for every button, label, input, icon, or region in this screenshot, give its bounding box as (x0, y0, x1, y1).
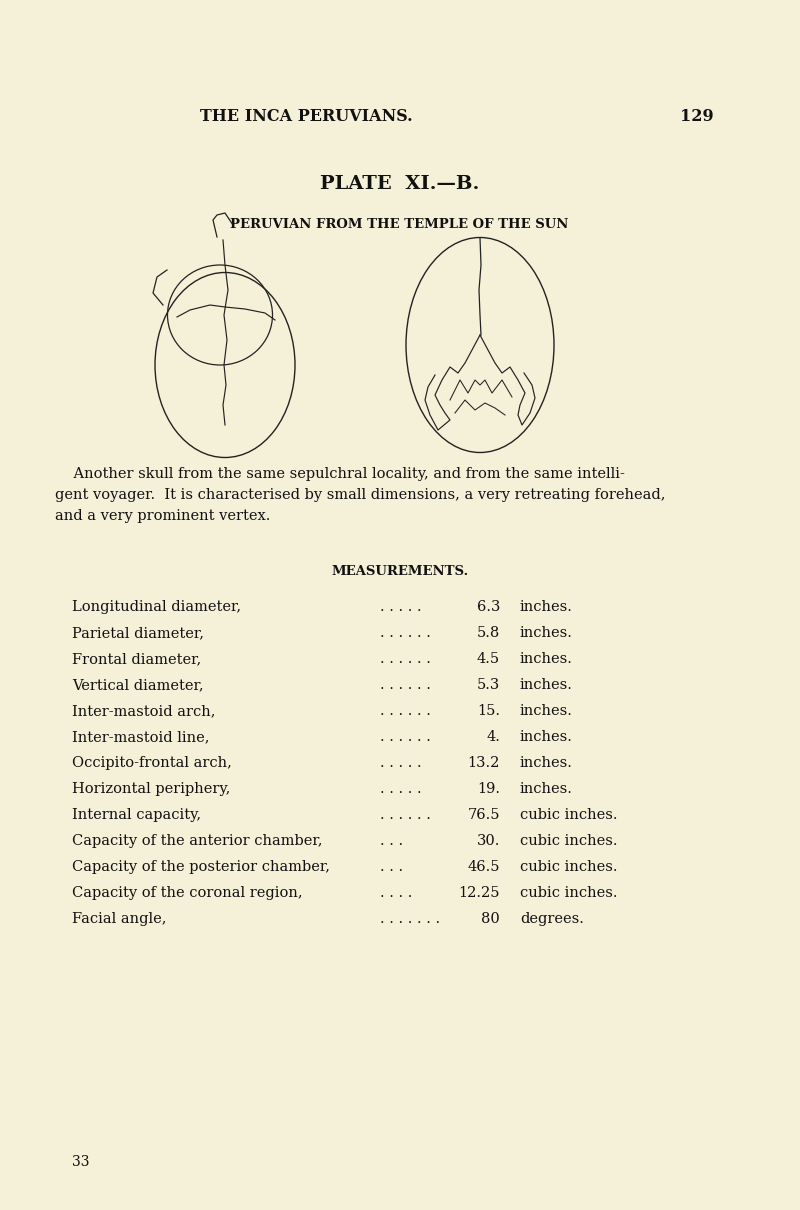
Text: . . . . . .: . . . . . . (380, 704, 431, 718)
Text: degrees.: degrees. (520, 912, 584, 926)
Text: Another skull from the same sepulchral locality, and from the same intelli-: Another skull from the same sepulchral l… (55, 467, 625, 482)
Text: . . . . . . .: . . . . . . . (380, 912, 440, 926)
Text: cubic inches.: cubic inches. (520, 860, 618, 874)
Text: Internal capacity,: Internal capacity, (72, 808, 201, 822)
Text: inches.: inches. (520, 652, 573, 666)
Text: PERUVIAN FROM THE TEMPLE OF THE SUN: PERUVIAN FROM THE TEMPLE OF THE SUN (230, 218, 568, 231)
Text: cubic inches.: cubic inches. (520, 834, 618, 848)
Text: Longitudinal diameter,: Longitudinal diameter, (72, 600, 241, 613)
Text: cubic inches.: cubic inches. (520, 886, 618, 900)
Text: . . . . . .: . . . . . . (380, 730, 431, 744)
Text: Capacity of the anterior chamber,: Capacity of the anterior chamber, (72, 834, 322, 848)
Text: 76.5: 76.5 (467, 808, 500, 822)
Text: . . . . .: . . . . . (380, 756, 422, 770)
Text: inches.: inches. (520, 704, 573, 718)
Text: . . . . . .: . . . . . . (380, 678, 431, 692)
Text: 6.3: 6.3 (477, 600, 500, 613)
Text: 5.8: 5.8 (477, 626, 500, 640)
Text: gent voyager.  It is characterised by small dimensions, a very retreating forehe: gent voyager. It is characterised by sma… (55, 488, 666, 502)
Text: 15.: 15. (477, 704, 500, 718)
Text: inches.: inches. (520, 782, 573, 796)
Text: 33: 33 (72, 1156, 90, 1169)
Text: . . . . . .: . . . . . . (380, 626, 431, 640)
Text: inches.: inches. (520, 600, 573, 613)
Text: MEASUREMENTS.: MEASUREMENTS. (331, 565, 469, 578)
Text: . . . . .: . . . . . (380, 600, 422, 613)
Text: . . . .: . . . . (380, 886, 412, 900)
Text: . . . . . .: . . . . . . (380, 652, 431, 666)
Text: 129: 129 (680, 108, 714, 125)
Text: cubic inches.: cubic inches. (520, 808, 618, 822)
Text: 5.3: 5.3 (477, 678, 500, 692)
Text: Capacity of the posterior chamber,: Capacity of the posterior chamber, (72, 860, 330, 874)
Text: 46.5: 46.5 (467, 860, 500, 874)
Text: 30.: 30. (477, 834, 500, 848)
Text: and a very prominent vertex.: and a very prominent vertex. (55, 509, 270, 523)
Text: . . .: . . . (380, 860, 403, 874)
Text: 13.2: 13.2 (468, 756, 500, 770)
Text: . . . . .: . . . . . (380, 782, 422, 796)
Text: Inter-mastoid arch,: Inter-mastoid arch, (72, 704, 215, 718)
Text: inches.: inches. (520, 626, 573, 640)
Text: Facial angle,: Facial angle, (72, 912, 166, 926)
Text: Inter-mastoid line,: Inter-mastoid line, (72, 730, 210, 744)
Text: 4.5: 4.5 (477, 652, 500, 666)
Text: Frontal diameter,: Frontal diameter, (72, 652, 202, 666)
Text: 4.: 4. (486, 730, 500, 744)
Text: PLATE  XI.—B.: PLATE XI.—B. (320, 175, 480, 194)
Text: THE INCA PERUVIANS.: THE INCA PERUVIANS. (200, 108, 413, 125)
Text: Horizontal periphery,: Horizontal periphery, (72, 782, 230, 796)
Text: 19.: 19. (477, 782, 500, 796)
Text: inches.: inches. (520, 678, 573, 692)
Text: Occipito-frontal arch,: Occipito-frontal arch, (72, 756, 232, 770)
Text: inches.: inches. (520, 756, 573, 770)
Text: . . . . . .: . . . . . . (380, 808, 431, 822)
Text: inches.: inches. (520, 730, 573, 744)
Text: Parietal diameter,: Parietal diameter, (72, 626, 204, 640)
Text: Capacity of the coronal region,: Capacity of the coronal region, (72, 886, 302, 900)
Text: 80: 80 (482, 912, 500, 926)
Text: Vertical diameter,: Vertical diameter, (72, 678, 204, 692)
Text: 12.25: 12.25 (458, 886, 500, 900)
Text: . . .: . . . (380, 834, 403, 848)
